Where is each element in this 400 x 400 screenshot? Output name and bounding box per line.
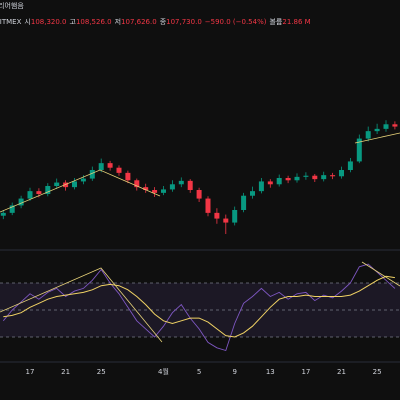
- candle-body: [0, 212, 6, 216]
- candle-body: [98, 163, 104, 170]
- trend-line: [354, 132, 400, 144]
- candle-body: [312, 175, 318, 180]
- x-tick-label: 4월: [158, 367, 169, 376]
- candle-body: [18, 198, 24, 206]
- x-tick-label: 21: [337, 368, 346, 376]
- candle-body: [89, 170, 95, 179]
- candle-body: [214, 212, 220, 219]
- candle-body: [356, 138, 362, 162]
- change: −590.0 (−0.54%): [205, 18, 267, 26]
- candle-body: [267, 181, 273, 185]
- candle-body: [250, 191, 255, 196]
- candle-body: [27, 191, 33, 199]
- candle-body: [134, 180, 140, 188]
- label: 종: [160, 18, 167, 26]
- ohlc-header: BITMEX시108,320.0고108,526.0저107,626.0종107…: [0, 17, 311, 26]
- label: 저: [115, 17, 121, 26]
- candle-body: [178, 180, 184, 185]
- indicator-title: 리어햄음: [0, 1, 24, 10]
- x-tick-label: 13: [266, 368, 275, 376]
- value: 107,626.0: [121, 18, 157, 26]
- candle-body: [161, 189, 166, 193]
- x-tick-label: 9: [232, 368, 236, 376]
- candle-body: [258, 181, 264, 192]
- time-axis: 17 21 25 4월 5 9 13 17 21 25: [26, 367, 382, 376]
- candle-body: [116, 167, 122, 173]
- x-tick-label: 17: [301, 368, 310, 376]
- label: 볼륨: [269, 17, 282, 26]
- x-tick-label: 21: [61, 368, 70, 376]
- drawings: [0, 132, 400, 343]
- trend-line: [0, 267, 163, 343]
- candle-body: [365, 131, 371, 139]
- candle-body: [36, 191, 42, 194]
- candle-body: [54, 182, 60, 186]
- x-tick-label: 25: [97, 368, 106, 376]
- candle-body: [205, 198, 211, 213]
- x-tick-label: 17: [26, 368, 35, 376]
- candle-body: [392, 124, 398, 127]
- candle-body: [232, 210, 238, 223]
- candle-body: [276, 178, 282, 185]
- candle-body: [196, 190, 202, 199]
- candle-body: [241, 195, 247, 210]
- label: 시: [24, 18, 30, 26]
- rsi-pane: [0, 263, 400, 352]
- candle-body: [303, 175, 309, 177]
- exchange: BITMEX: [0, 18, 22, 26]
- candle-body: [169, 184, 175, 190]
- candle-body: [125, 172, 131, 181]
- candle-body: [72, 181, 77, 188]
- candle-body: [80, 178, 86, 182]
- candle-body: [143, 187, 149, 190]
- candle-body: [187, 180, 193, 190]
- candle-body: [347, 161, 353, 170]
- value: 108,526.0: [76, 18, 112, 26]
- candle-body: [285, 178, 291, 181]
- candle-body: [374, 128, 380, 132]
- trend-line: [0, 169, 161, 213]
- candle-body: [107, 163, 113, 168]
- label: 고: [70, 18, 77, 26]
- trend-line: [361, 261, 400, 287]
- candle-body: [152, 190, 158, 193]
- candle-body: [321, 175, 327, 180]
- value: 107,730.0: [166, 18, 202, 26]
- x-tick-label: 5: [197, 368, 201, 376]
- candle-body: [383, 124, 389, 129]
- candle-body: [294, 176, 300, 181]
- candle-body: [9, 205, 15, 213]
- candle-body: [223, 218, 229, 223]
- value: 21.86 M: [282, 18, 310, 26]
- value: 108,320.0: [31, 18, 67, 26]
- x-tick-label: 25: [373, 368, 382, 376]
- rsi-line: [3, 275, 395, 338]
- candle-body: [45, 186, 51, 194]
- candle-body: [330, 175, 336, 177]
- candle-body: [339, 170, 344, 177]
